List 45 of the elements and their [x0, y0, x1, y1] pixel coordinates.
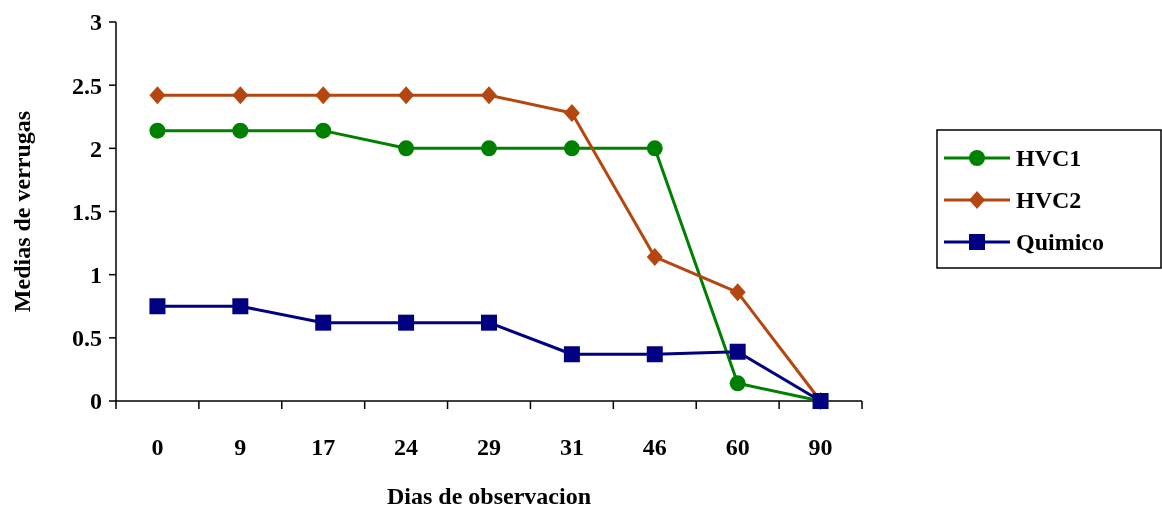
point — [232, 298, 249, 315]
y-tick-label: 0.5 — [72, 325, 102, 352]
x-axis-title: Dias de observacion — [387, 483, 591, 509]
point — [232, 122, 249, 139]
point — [149, 298, 166, 315]
point — [398, 140, 415, 157]
legend-label: HVC2 — [1016, 187, 1082, 214]
point — [646, 140, 663, 157]
legend-label: HVC1 — [1016, 145, 1082, 172]
point — [398, 314, 415, 331]
point — [398, 86, 415, 105]
y-axis-title: Medias de verrugas — [9, 110, 35, 313]
point — [646, 346, 663, 363]
point — [315, 314, 332, 331]
x-tick-label: 90 — [808, 434, 833, 460]
x-tick-label: 31 — [559, 434, 584, 460]
point — [729, 283, 746, 302]
x-tick-label: 9 — [234, 434, 247, 460]
x-tick-label: 24 — [394, 434, 419, 460]
point — [149, 122, 166, 139]
point — [315, 86, 332, 105]
y-tick-label: 2.5 — [72, 72, 102, 99]
point — [563, 103, 580, 122]
point — [481, 86, 497, 105]
y-tick-label: 1 — [90, 262, 102, 289]
y-tick-label: 0 — [90, 388, 102, 415]
point — [729, 375, 746, 392]
y-tick-label: 2 — [90, 135, 102, 162]
x-tick-label: 29 — [477, 434, 501, 460]
y-tick-label: 3 — [90, 9, 102, 36]
point — [481, 140, 497, 157]
x-tick-label: 46 — [642, 434, 667, 460]
point — [563, 346, 580, 363]
point — [481, 314, 497, 331]
x-tick-label: 60 — [725, 434, 750, 460]
x-tick-label: 0 — [151, 434, 164, 460]
point — [563, 140, 580, 157]
point — [315, 122, 332, 139]
legend-label: Quimico — [1016, 229, 1104, 256]
y-tick-label: 1.5 — [72, 198, 102, 225]
point — [149, 86, 166, 105]
x-tick-label: 17 — [311, 434, 336, 460]
point — [232, 86, 249, 105]
point — [646, 247, 663, 266]
point — [729, 343, 746, 360]
